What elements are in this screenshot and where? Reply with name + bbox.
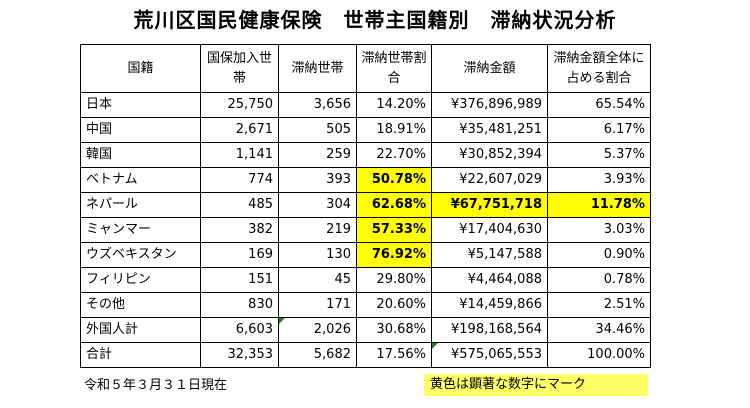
table-row-total: 合計 32,353 5,682 17.56% ¥575,065,553 100.… <box>80 342 651 368</box>
cell-nationality: 外国人計 <box>80 317 201 343</box>
cell-amount-highlighted: ¥67,751,718 <box>431 192 548 218</box>
cell-households: 1,141 <box>200 142 279 168</box>
cell-amount: ¥5,147,588 <box>431 242 548 268</box>
table-row: フィリピン 151 45 29.80% ¥4,464,088 0.78% <box>80 267 651 293</box>
cell-delinquent-rate-highlighted: 76.92% <box>356 242 432 268</box>
cell-delinquent: 45 <box>278 267 357 293</box>
cell-households: 32,353 <box>200 342 279 368</box>
cell-amount-share: 3.03% <box>547 217 651 243</box>
cell-delinquent: 3,656 <box>278 92 357 118</box>
table-row: ミャンマー 382 219 57.33% ¥17,404,630 3.03% <box>80 217 651 243</box>
table-row: ウズベキスタン 169 130 76.92% ¥5,147,588 0.90% <box>80 242 651 268</box>
cell-delinquent-rate-highlighted: 62.68% <box>356 192 432 218</box>
page-title: 荒川区国民健康保険 世帯主国籍別 滞納状況分析 <box>133 8 617 32</box>
cell-amount-share: 65.54% <box>547 92 651 118</box>
cell-amount: ¥198,168,564 <box>431 317 548 343</box>
table-row: 日本 25,750 3,656 14.20% ¥376,896,989 65.5… <box>80 92 651 118</box>
cell-nationality: 中国 <box>80 117 201 143</box>
header-row: 国籍 国保加入世帯 滞納世帯 滞納世帯割合 滞納金額 滞納金額全体に占める割合 <box>80 44 651 93</box>
cell-delinquent-rate-highlighted: 50.78% <box>356 167 432 193</box>
cell-delinquent-rate: 18.91% <box>356 117 432 143</box>
cell-households: 830 <box>200 292 279 318</box>
cell-delinquent-rate: 22.70% <box>356 142 432 168</box>
cell-amount-share: 34.46% <box>547 317 651 343</box>
cell-households: 774 <box>200 167 279 193</box>
table-row-subtotal: 外国人計 6,603 2,026 30.68% ¥198,168,564 34.… <box>80 317 651 343</box>
cell-amount-share: 0.90% <box>547 242 651 268</box>
cell-delinquent-rate: 29.80% <box>356 267 432 293</box>
highlight-legend: 黄色は顕著な数字にマーク <box>424 374 648 396</box>
cell-delinquent-rate-highlighted: 57.33% <box>356 217 432 243</box>
table-row: ネパール 485 304 62.68% ¥67,751,718 11.78% <box>80 192 651 218</box>
header-delinquent: 滞納世帯 <box>278 44 357 93</box>
cell-amount: ¥35,481,251 <box>431 117 548 143</box>
cell-amount: ¥30,852,394 <box>431 142 548 168</box>
cell-delinquent: 393 <box>278 167 357 193</box>
cell-amount: ¥4,464,088 <box>431 267 548 293</box>
table-row: 韓国 1,141 259 22.70% ¥30,852,394 5.37% <box>80 142 651 168</box>
delinquency-table: 国籍 国保加入世帯 滞納世帯 滞納世帯割合 滞納金額 滞納金額全体に占める割合 … <box>80 44 651 368</box>
header-delinquent-rate: 滞納世帯割合 <box>356 44 432 93</box>
cell-delinquent: 505 <box>278 117 357 143</box>
cell-amount: ¥22,607,029 <box>431 167 548 193</box>
cell-amount-share: 5.37% <box>547 142 651 168</box>
header-amount-share: 滞納金額全体に占める割合 <box>547 44 651 93</box>
cell-delinquent: 130 <box>278 242 357 268</box>
cell-delinquent: 5,682 <box>278 342 357 368</box>
cell-delinquent: 304 <box>278 192 357 218</box>
cell-nationality: ミャンマー <box>80 217 201 243</box>
as-of-date-note: 令和５年３月３１日現在 <box>84 378 228 393</box>
cell-amount-share: 0.78% <box>547 267 651 293</box>
cell-amount-share-highlighted: 11.78% <box>547 192 651 218</box>
header-households: 国保加入世帯 <box>200 44 279 93</box>
cell-nationality: その他 <box>80 292 201 318</box>
cell-nationality: 日本 <box>80 92 201 118</box>
cell-households: 382 <box>200 217 279 243</box>
table-row: その他 830 171 20.60% ¥14,459,866 2.51% <box>80 292 651 318</box>
cell-delinquent-rate: 14.20% <box>356 92 432 118</box>
cell-households: 25,750 <box>200 92 279 118</box>
cell-nationality: フィリピン <box>80 267 201 293</box>
cell-amount: ¥376,896,989 <box>431 92 548 118</box>
cell-nationality: ウズベキスタン <box>80 242 201 268</box>
cell-nationality: 韓国 <box>80 142 201 168</box>
cell-delinquent-rate: 17.56% <box>356 342 432 368</box>
cell-amount: ¥17,404,630 <box>431 217 548 243</box>
cell-households: 6,603 <box>200 317 279 343</box>
table-row: ベトナム 774 393 50.78% ¥22,607,029 3.93% <box>80 167 651 193</box>
cell-amount-share: 2.51% <box>547 292 651 318</box>
cell-amount: ¥575,065,553 <box>431 342 548 368</box>
cell-households: 151 <box>200 267 279 293</box>
cell-delinquent: 219 <box>278 217 357 243</box>
cell-delinquent: 2,026 <box>278 317 357 343</box>
cell-amount-share: 3.93% <box>547 167 651 193</box>
header-nationality: 国籍 <box>80 44 201 93</box>
cell-delinquent-rate: 20.60% <box>356 292 432 318</box>
cell-amount-share: 100.00% <box>547 342 651 368</box>
cell-delinquent: 171 <box>278 292 357 318</box>
cell-delinquent-rate: 30.68% <box>356 317 432 343</box>
cell-households: 2,671 <box>200 117 279 143</box>
cell-amount-share: 6.17% <box>547 117 651 143</box>
cell-nationality: ネパール <box>80 192 201 218</box>
cell-households: 169 <box>200 242 279 268</box>
cell-nationality: ベトナム <box>80 167 201 193</box>
cell-amount: ¥14,459,866 <box>431 292 548 318</box>
cell-delinquent: 259 <box>278 142 357 168</box>
cell-nationality: 合計 <box>80 342 201 368</box>
header-amount: 滞納金額 <box>431 44 548 93</box>
cell-households: 485 <box>200 192 279 218</box>
table-row: 中国 2,671 505 18.91% ¥35,481,251 6.17% <box>80 117 651 143</box>
